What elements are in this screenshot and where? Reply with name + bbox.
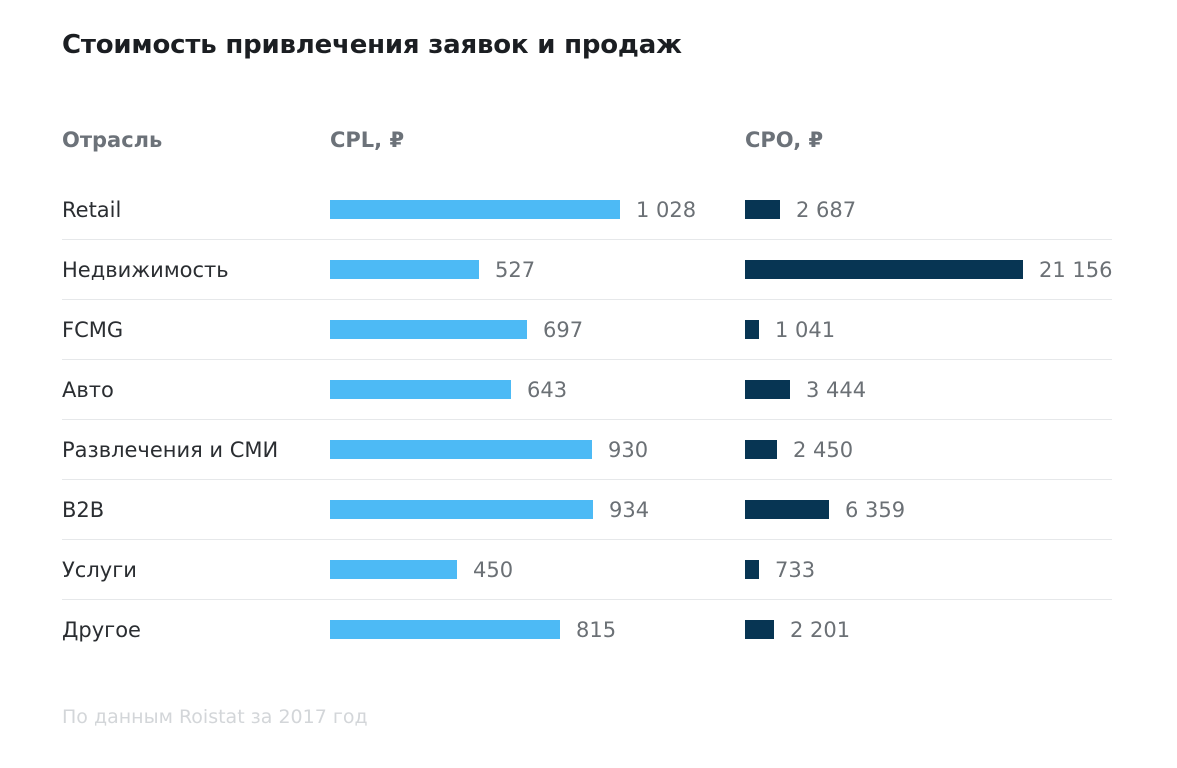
cpl-value-label: 930 [608, 438, 649, 462]
category-label: FCMG [62, 318, 124, 342]
cpo-value-label: 2 201 [790, 618, 851, 642]
category-label: B2B [62, 498, 105, 522]
cpl-bar [330, 200, 620, 219]
row-divider [62, 359, 1112, 360]
category-label: Развлечения и СМИ [62, 438, 279, 462]
category-label: Другое [62, 618, 141, 642]
category-label: Авто [62, 378, 114, 402]
cpo-value-label: 3 444 [806, 378, 867, 402]
cpl-value-label: 527 [495, 258, 536, 282]
row-divider [62, 299, 1112, 300]
chart-row: Авто 643 3 444 [0, 360, 1177, 420]
cpl-bar [330, 320, 527, 339]
chart-row: Развлечения и СМИ 930 2 450 [0, 420, 1177, 480]
cpo-bar [745, 620, 774, 639]
cpo-bar [745, 560, 759, 579]
cpo-value-label: 733 [775, 558, 816, 582]
cpo-bar [745, 380, 790, 399]
cpl-value-label: 1 028 [636, 198, 697, 222]
row-divider [62, 419, 1112, 420]
cpl-value-label: 450 [473, 558, 514, 582]
cpo-bar [745, 260, 1023, 279]
cpo-column-header: CPO, ₽ [745, 128, 824, 152]
source-note: По данным Roistat за 2017 год [62, 706, 368, 728]
row-divider [62, 599, 1112, 600]
cpl-column-header: CPL, ₽ [330, 128, 405, 152]
chart-title: Стоимость привлечения заявок и продаж [62, 30, 682, 60]
cpl-value-label: 643 [527, 378, 568, 402]
row-divider [62, 479, 1112, 480]
row-divider [62, 539, 1112, 540]
cpl-value-label: 815 [576, 618, 617, 642]
cpl-bar [330, 440, 592, 459]
cpo-value-label: 2 687 [796, 198, 857, 222]
category-label: Retail [62, 198, 122, 222]
cpl-bar [330, 500, 593, 519]
cpo-bar [745, 440, 777, 459]
industry-column-header: Отрасль [62, 128, 163, 152]
cpo-value-label: 2 450 [793, 438, 854, 462]
cpo-bar [745, 320, 759, 339]
cpl-bar [330, 380, 511, 399]
chart-row: Другое 815 2 201 [0, 600, 1177, 660]
cpl-bar [330, 260, 479, 279]
cpo-bar [745, 500, 829, 519]
chart-row: Недвижимость 527 21 156 [0, 240, 1177, 300]
cpl-value-label: 697 [543, 318, 584, 342]
category-label: Недвижимость [62, 258, 229, 282]
chart-row: B2B 934 6 359 [0, 480, 1177, 540]
cpl-bar [330, 560, 457, 579]
cpo-bar [745, 200, 780, 219]
cpo-value-label: 6 359 [845, 498, 906, 522]
category-label: Услуги [62, 558, 137, 582]
cpl-bar [330, 620, 560, 639]
cpl-value-label: 934 [609, 498, 650, 522]
chart-row: Услуги 450 733 [0, 540, 1177, 600]
chart-row: Retail 1 028 2 687 [0, 180, 1177, 240]
row-divider [62, 239, 1112, 240]
cpo-value-label: 1 041 [775, 318, 836, 342]
chart-row: FCMG 697 1 041 [0, 300, 1177, 360]
cpo-value-label: 21 156 [1039, 258, 1113, 282]
